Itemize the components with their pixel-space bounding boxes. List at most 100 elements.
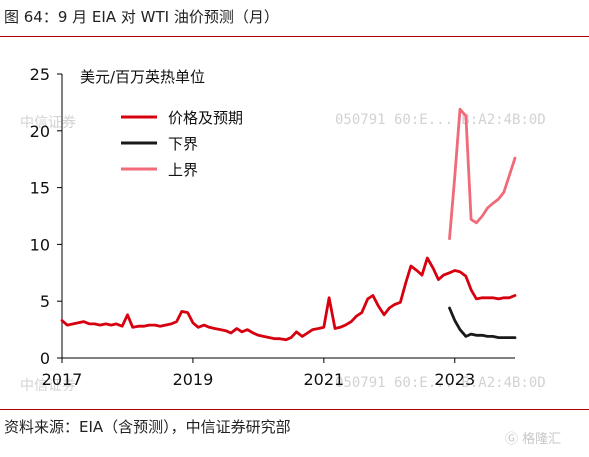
series-3-point <box>459 108 461 111</box>
series-1-point <box>105 323 107 325</box>
x-tick-label: 2021 <box>303 370 344 389</box>
series-1-point <box>491 296 494 299</box>
series-1-point <box>192 321 194 324</box>
series-1-point <box>410 265 412 267</box>
series-1-point <box>208 326 211 329</box>
series-1-point <box>399 301 402 304</box>
legend-label-2: 下界 <box>168 135 198 153</box>
series-3-point <box>453 175 456 178</box>
series-1-point <box>481 296 484 299</box>
series-1-point <box>213 327 216 330</box>
series-2-point <box>481 334 484 337</box>
series-1-point <box>453 269 456 272</box>
series-1-point <box>508 296 510 299</box>
series-3-point <box>481 215 484 217</box>
series-3-point <box>486 207 489 209</box>
series-line-1 <box>60 256 517 342</box>
series-3-point <box>503 191 505 194</box>
series-2-point <box>486 335 489 338</box>
series-1-point <box>475 298 478 300</box>
series-1-point <box>344 324 347 326</box>
series-1-point <box>486 296 489 299</box>
series-1-point <box>404 282 407 284</box>
series-1-point <box>306 332 309 334</box>
series-1-point <box>88 323 91 325</box>
y-tick-label: 20 <box>30 122 50 141</box>
series-1-point <box>372 294 374 297</box>
series-1-point <box>246 328 249 331</box>
series-1-point <box>148 324 151 326</box>
series-1-point <box>295 331 298 333</box>
series-2-point <box>465 335 467 338</box>
series-1-point <box>93 323 96 325</box>
series-1-point <box>350 320 353 323</box>
series-1-point <box>360 311 363 314</box>
watermark-text: 050791 60:E... B:A2:4B:0D <box>335 375 546 391</box>
series-1-point <box>241 331 243 333</box>
series-1-point <box>137 325 140 328</box>
oil-price-chart: 0 5 10 15 20 25 2017 2019 2021 2023 美元/百万英热单位价格及预期… <box>30 65 517 389</box>
y-axis-unit-label: 美元/百万英热单位 <box>80 68 205 86</box>
series-1-point <box>311 328 314 331</box>
watermark-text: 050791 60:E... B:A2:4B:0D <box>335 112 546 128</box>
series-1-point <box>437 278 440 281</box>
watermark-logo: Ⓖ 格隆汇 <box>505 428 561 447</box>
series-1-point <box>82 320 85 323</box>
series-2-point <box>448 307 451 309</box>
series-3-point <box>497 198 500 200</box>
series-2-point <box>470 333 472 335</box>
logo-text: 格隆汇 <box>522 432 562 447</box>
series-1-point <box>61 319 63 322</box>
top-rule <box>0 36 589 37</box>
series-1-point <box>197 326 200 329</box>
y-tick-label: 15 <box>30 179 50 198</box>
x-tick-label: 2023 <box>434 370 475 389</box>
logo-mark-icon: Ⓖ <box>505 432 523 447</box>
series-2-point <box>514 336 516 339</box>
y-tick-label: 0 <box>40 349 50 368</box>
bottom-rule <box>0 409 589 410</box>
series-1-point <box>121 325 124 328</box>
series-2-point <box>508 336 510 339</box>
series-1-point <box>290 336 292 339</box>
series-1-point <box>514 294 516 297</box>
series-2-point <box>503 336 505 339</box>
series-1-point <box>262 335 265 338</box>
series-1-point <box>72 323 74 325</box>
series-1-point <box>186 311 189 314</box>
series-1-point <box>459 270 461 273</box>
series-1-point <box>219 328 222 331</box>
series-1-point <box>235 327 238 330</box>
series-line-2 <box>448 306 517 340</box>
series-1-point <box>99 324 101 326</box>
series-1-point <box>465 275 467 278</box>
series-1-point <box>230 332 232 334</box>
watermark-text: 中信证券 <box>20 378 76 394</box>
series-1-point <box>393 303 396 306</box>
series-1-point <box>442 274 445 276</box>
series-1-point <box>203 324 206 326</box>
series-1-point <box>77 321 80 324</box>
legend-label-3: 上界 <box>168 161 198 179</box>
series-1-point <box>175 320 178 323</box>
series-1-point <box>334 327 336 330</box>
series-2-point <box>475 334 478 337</box>
series-1-point <box>66 324 69 326</box>
series-3-point <box>448 237 451 240</box>
series-3-point <box>475 221 478 224</box>
series-2-point <box>491 335 494 338</box>
series-1-point <box>470 288 472 291</box>
source-note: 资料来源：EIA（含预测），中信证券研究部 <box>4 418 291 436</box>
series-1-point <box>301 335 304 338</box>
series-1-point <box>170 323 173 325</box>
series-1-point <box>273 337 276 340</box>
series-1-point <box>159 325 162 328</box>
y-tick-label: 25 <box>30 65 50 84</box>
series-1-point <box>503 296 505 299</box>
series-3-point <box>465 115 467 117</box>
series-3-point <box>514 157 516 159</box>
series-1-point <box>252 332 255 334</box>
legend-label-1: 价格及预期 <box>168 109 243 127</box>
series-3-point <box>508 175 510 178</box>
series-1-point <box>383 313 385 316</box>
